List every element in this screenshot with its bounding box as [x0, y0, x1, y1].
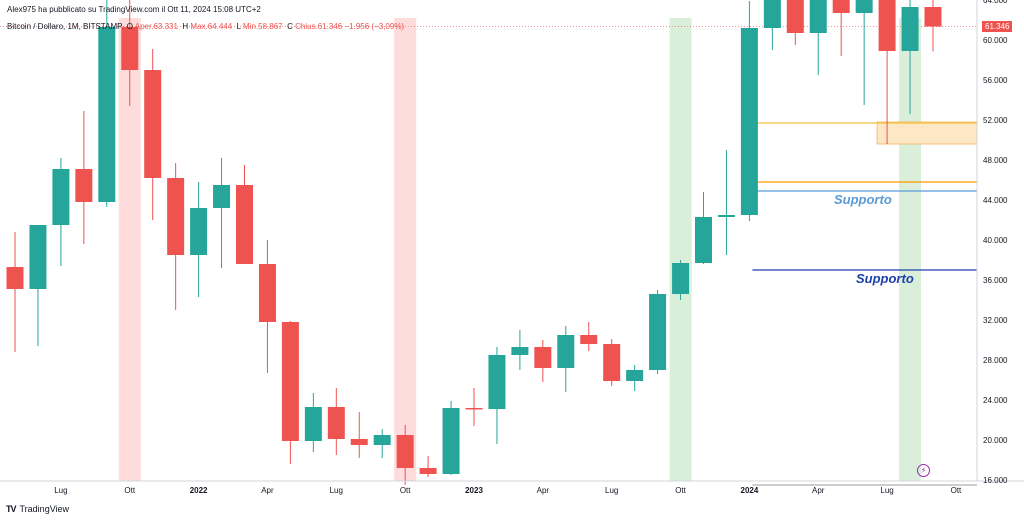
candle-body-40	[924, 7, 942, 27]
x-tick-label-2: 2022	[190, 486, 208, 495]
candle-body-20	[465, 408, 483, 410]
candle-body-5	[121, 27, 139, 70]
x-tick-label-4: Lug	[330, 486, 343, 495]
y-tick-label-3: 28.000	[983, 356, 1008, 365]
candle-body-22	[511, 347, 529, 355]
published-info: Alex975 ha pubblicato su TradingView.com…	[7, 5, 261, 14]
candle-body-30	[695, 217, 712, 263]
demand-zone	[876, 121, 978, 145]
change-value: −1.956 (−3,09%)	[344, 22, 405, 31]
highlight-band-2	[669, 18, 692, 481]
candle-body-35	[809, 0, 827, 33]
candle-body-29	[672, 263, 690, 294]
open-value: Aper.63.331	[134, 22, 178, 31]
candle-body-24	[557, 335, 575, 368]
x-tick-label-10: 2024	[741, 486, 759, 495]
candle-body-8	[190, 208, 208, 255]
y-tick-label-0: 16.000	[983, 476, 1008, 485]
ohlc-legend: Bitcoin / Dollaro, 1M, BITSTAMP O Aper.6…	[7, 22, 404, 31]
x-tick-label-9: Ott	[675, 486, 686, 495]
candle-body-17	[396, 435, 414, 468]
y-tick-label-10: 56.000	[983, 76, 1008, 85]
brand-label: TradingView	[19, 504, 70, 514]
y-tick-label-8: 48.000	[983, 156, 1008, 165]
x-tick-label-13: Ott	[951, 486, 962, 495]
candle-body-10	[236, 185, 253, 264]
x-tick-label-8: Lug	[605, 486, 618, 495]
candle-body-21	[488, 355, 506, 409]
tradingview-logo-icon: TV	[6, 504, 16, 514]
x-tick-label-5: Ott	[400, 486, 411, 495]
candle-body-32	[740, 28, 758, 215]
highlight-band-0	[118, 18, 141, 481]
candle-body-27	[626, 370, 644, 381]
candle-body-37	[855, 0, 873, 13]
high-label: H	[182, 22, 189, 31]
current-price-label: 61.346	[982, 20, 1013, 32]
open-label: O	[126, 22, 133, 31]
candle-body-19	[442, 408, 460, 474]
y-tick-label-4: 32.000	[983, 316, 1008, 325]
y-tick-label-7: 44.000	[983, 196, 1008, 205]
candle-body-14	[327, 407, 345, 439]
symbol-label: Bitcoin / Dollaro, 1M, BITSTAMP	[7, 22, 123, 31]
y-tick-label-2: 24.000	[983, 396, 1008, 405]
candle-body-34	[786, 0, 804, 33]
candle-body-16	[373, 435, 391, 445]
lightning-icon: ⚡	[917, 464, 930, 477]
y-tick-label-6: 40.000	[983, 236, 1008, 245]
low-label: L	[236, 22, 241, 31]
candle-body-0	[6, 267, 24, 289]
candle-body-39	[901, 7, 919, 51]
candle-body-4	[98, 27, 116, 202]
x-tick-label-0: Lug	[54, 486, 67, 495]
y-tick-label-9: 52.000	[983, 116, 1008, 125]
low-value: Min.58.867	[243, 22, 283, 31]
candle-body-11	[258, 264, 276, 322]
x-tick-label-1: Ott	[124, 486, 135, 495]
x-tick-label-12: Lug	[880, 486, 893, 495]
candle-body-18	[419, 468, 437, 474]
candle-body-26	[603, 344, 621, 381]
candle-body-31	[717, 215, 735, 217]
x-tick-label-6: 2023	[465, 486, 483, 495]
high-value: Max.64.444	[190, 22, 233, 31]
candle-body-13	[304, 407, 322, 441]
candle-body-6	[144, 70, 162, 178]
y-tick-label-12: 64.000	[983, 0, 1008, 5]
y-tick-label-1: 20.000	[983, 436, 1008, 445]
candle-body-9	[213, 185, 231, 208]
highlight-band-1	[394, 18, 417, 481]
candle-body-3	[75, 169, 93, 202]
candle-body-12	[281, 322, 299, 441]
y-tick-label-5: 36.000	[983, 276, 1008, 285]
close-value: Chius.61.346	[295, 22, 343, 31]
support-annotation-0: Supporto	[856, 271, 914, 286]
candle-body-2	[52, 169, 70, 225]
candle-body-15	[350, 439, 368, 445]
candle-body-33	[763, 0, 781, 28]
candle-body-38	[878, 0, 896, 51]
y-tick-label-11: 60.000	[983, 36, 1008, 45]
candle-body-7	[167, 178, 185, 255]
x-tick-label-7: Apr	[537, 486, 550, 495]
candle-body-25	[580, 335, 598, 344]
x-tick-label-3: Apr	[261, 486, 274, 495]
x-tick-label-11: Apr	[812, 486, 825, 495]
candle-body-28	[649, 294, 667, 370]
candle-body-36	[832, 0, 850, 13]
close-label: C	[287, 22, 293, 31]
support-annotation-1: Supporto	[834, 192, 892, 207]
footer: TV TradingView	[6, 504, 69, 514]
candle-body-23	[534, 347, 552, 368]
candle-body-1	[29, 225, 47, 289]
